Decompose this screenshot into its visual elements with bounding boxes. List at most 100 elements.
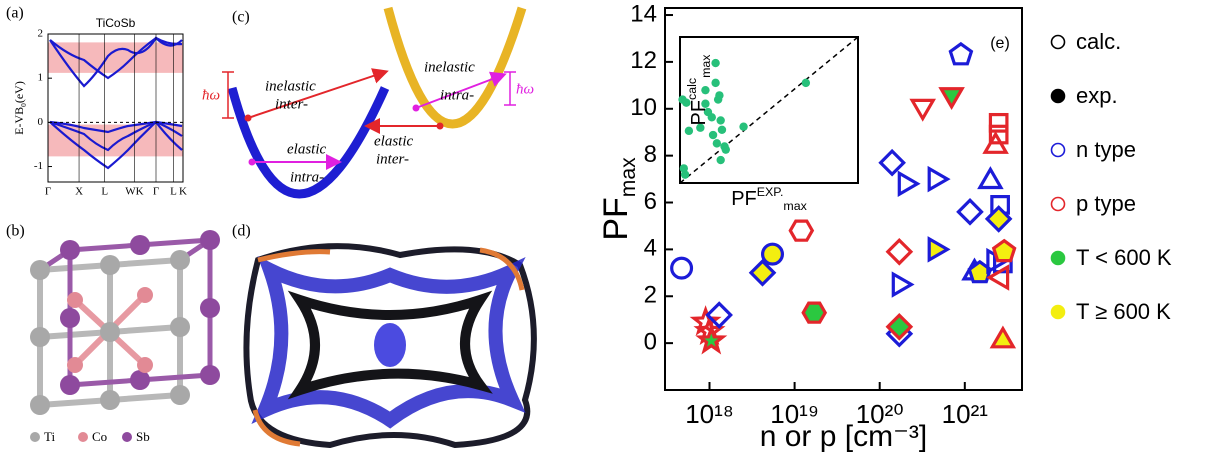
legend-marker bbox=[1050, 196, 1066, 212]
data-point bbox=[695, 323, 728, 355]
annotation: intra- bbox=[440, 87, 474, 103]
x-tick-label: 10²⁰ bbox=[856, 399, 904, 429]
x-tick-label: Γ bbox=[45, 186, 51, 198]
data-point bbox=[989, 325, 1017, 349]
y-tick-label: 2 bbox=[644, 282, 657, 309]
x-tick-label: L bbox=[101, 186, 108, 198]
inset-point bbox=[712, 139, 722, 148]
y-axis-label: PFmax bbox=[597, 157, 640, 241]
inset-point bbox=[696, 123, 705, 132]
inset-point bbox=[716, 155, 725, 165]
data-point bbox=[761, 242, 785, 266]
annotation: intra- bbox=[290, 169, 324, 185]
inset-point bbox=[684, 126, 694, 136]
data-point bbox=[878, 148, 906, 177]
x-tick-label: K bbox=[179, 186, 187, 198]
data-point bbox=[977, 166, 1004, 190]
inset-point bbox=[715, 91, 724, 100]
inset-x-label-part: max bbox=[783, 199, 807, 213]
y-tick-label: 4 bbox=[644, 235, 657, 262]
legend-text: calc. bbox=[1076, 29, 1121, 54]
y-tick-label: 1 bbox=[38, 72, 44, 84]
legend-text: Co bbox=[92, 429, 107, 444]
annotation: inelastic bbox=[424, 59, 475, 75]
annotation: inter- bbox=[275, 96, 308, 112]
annotation: elastic bbox=[287, 141, 326, 157]
data-point bbox=[991, 238, 1017, 263]
data-point bbox=[988, 124, 1009, 145]
data-point bbox=[885, 312, 914, 341]
y-axis-label-part: (eV) bbox=[12, 81, 26, 103]
y-tick-label: 8 bbox=[644, 141, 657, 168]
data-point bbox=[748, 259, 777, 287]
annotation: elastic bbox=[374, 133, 413, 149]
data-point bbox=[670, 256, 694, 280]
y-axis-label: E-VB0(eV) bbox=[12, 81, 28, 135]
panel-label: (d) bbox=[232, 223, 251, 240]
data-point bbox=[927, 236, 951, 263]
data-point bbox=[927, 165, 951, 193]
x-tick-label: 10¹⁸ bbox=[685, 399, 734, 429]
data-point bbox=[788, 219, 815, 242]
inset-x-label-part: PF bbox=[731, 188, 757, 210]
inset-point bbox=[707, 113, 716, 122]
legend-text: T < 600 K bbox=[1076, 245, 1172, 270]
legend-text: Ti bbox=[44, 429, 55, 444]
y-axis-label-part: E-VB bbox=[12, 107, 26, 135]
legend-text: Sb bbox=[136, 429, 150, 444]
data-point bbox=[982, 131, 1009, 154]
inset-point bbox=[711, 58, 720, 68]
inset-point bbox=[716, 116, 725, 125]
legend-text: exp. bbox=[1076, 83, 1118, 108]
annotation: ħω bbox=[516, 81, 534, 97]
x-tick-label: 10¹⁹ bbox=[770, 399, 819, 429]
data-point bbox=[705, 301, 733, 329]
data-point bbox=[909, 98, 936, 122]
panel-label: (c) bbox=[232, 9, 250, 26]
x-axis-label: n or p [cm⁻³] bbox=[760, 420, 928, 453]
inset-point bbox=[711, 78, 720, 88]
inset-y-label-part: max bbox=[699, 54, 713, 78]
inset-point bbox=[682, 98, 691, 107]
legend-text: T ≥ 600 K bbox=[1076, 299, 1171, 324]
y-tick-label: 6 bbox=[644, 188, 657, 215]
panel-label: (e) bbox=[990, 35, 1010, 52]
fermi-surface-illustration bbox=[243, 243, 537, 449]
annotation: inter- bbox=[376, 151, 409, 167]
legend-marker bbox=[1050, 142, 1066, 158]
crystal-illustration bbox=[30, 230, 220, 442]
reference-line bbox=[679, 36, 859, 184]
plot-frame bbox=[664, 7, 1023, 391]
y-tick-label: 10 bbox=[630, 94, 657, 121]
data-point bbox=[984, 205, 1013, 233]
y-axis-label-part: PF bbox=[597, 197, 635, 240]
x-tick-label: 10²¹ bbox=[942, 399, 989, 429]
data-point bbox=[988, 112, 1009, 133]
band-curves bbox=[49, 36, 183, 170]
y-tick-label: 12 bbox=[630, 47, 657, 74]
legend-marker bbox=[1050, 304, 1066, 320]
inset-point bbox=[717, 125, 727, 135]
inset-point bbox=[708, 130, 718, 140]
x-tick-label: Γ bbox=[153, 186, 159, 198]
x-tick-label: WK bbox=[125, 186, 143, 198]
legend-marker bbox=[1050, 88, 1066, 104]
y-axis-label-part: max bbox=[617, 157, 640, 197]
y-tick-label: 0 bbox=[644, 328, 657, 355]
shaded-range bbox=[48, 42, 183, 73]
inset-y-label-part: PF bbox=[688, 100, 710, 126]
data-point bbox=[938, 87, 965, 110]
inset-point bbox=[721, 145, 730, 154]
scattering-illustration bbox=[222, 6, 527, 199]
x-tick-label: X bbox=[75, 186, 83, 198]
inset-x-label: PFEXP.max bbox=[731, 185, 807, 213]
legend-marker bbox=[1050, 34, 1066, 50]
y-tick-label: 0 bbox=[38, 116, 44, 128]
legend-text: p type bbox=[1076, 191, 1136, 216]
data-point bbox=[885, 237, 914, 266]
data-point bbox=[956, 198, 984, 226]
legend-marker bbox=[1050, 250, 1066, 266]
inset-point bbox=[680, 170, 690, 179]
